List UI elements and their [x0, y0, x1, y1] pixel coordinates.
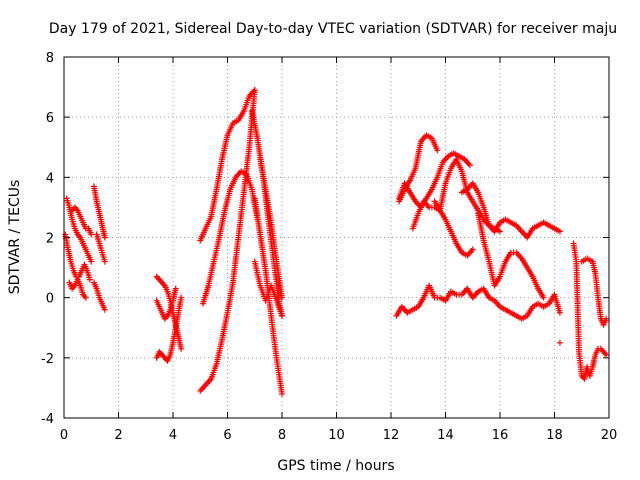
series-arc-5a	[570, 240, 610, 382]
series-arc-5b	[578, 255, 610, 328]
x-tick-label: 4	[169, 428, 177, 443]
data-point	[82, 294, 89, 301]
x-tick-label: 2	[114, 428, 122, 443]
x-tick-label: 14	[437, 428, 454, 443]
series-arc-4e	[458, 180, 563, 241]
data-point	[178, 345, 185, 352]
series-arc-3f	[251, 258, 285, 319]
x-tick-label: 0	[60, 428, 68, 443]
data-point	[251, 87, 258, 94]
data-point	[279, 390, 285, 397]
series-arc-1c	[69, 204, 95, 238]
data-point	[101, 306, 108, 313]
series-arc-3c	[199, 168, 261, 307]
series-arc-1a	[62, 231, 93, 283]
plot-frame	[63, 56, 610, 419]
grid	[64, 57, 609, 418]
data-point	[469, 246, 476, 253]
x-tick-label: 18	[546, 428, 563, 443]
series-arc-3a	[197, 87, 258, 394]
x-axis-label: GPS time / hours	[277, 458, 394, 474]
series-arc-3g	[257, 156, 285, 301]
x-tick-label: 16	[492, 428, 509, 443]
series-arc-2c	[153, 294, 185, 364]
data-point	[540, 294, 547, 301]
data-point	[101, 258, 108, 265]
data-point	[467, 162, 474, 169]
series-arc-3e	[251, 195, 285, 397]
data-point	[88, 258, 95, 265]
data-point	[434, 147, 441, 154]
data-point	[279, 294, 285, 301]
series-arc-4d	[431, 156, 503, 235]
data-points	[62, 87, 610, 397]
series-arc-4g	[393, 282, 493, 319]
y-tick-label: -4	[41, 412, 54, 427]
series-arc-4h	[486, 291, 563, 322]
y-tick-label: 8	[46, 51, 54, 66]
x-tick-label: 20	[601, 428, 618, 443]
x-tick-label: 8	[278, 428, 286, 443]
data-point	[101, 234, 108, 241]
y-tick-label: 4	[46, 171, 54, 186]
series-arc-2b	[153, 285, 179, 322]
y-tick-label: -2	[41, 352, 54, 367]
data-point	[556, 228, 563, 235]
axis-ticks: 0 2 4 6 8 10 12 14 16 18 20 -4 -2 0 2 4 6 8	[41, 51, 617, 443]
data-point	[86, 276, 93, 283]
data-point	[88, 231, 95, 238]
data-point	[279, 312, 285, 319]
series-arc-1g	[93, 231, 108, 265]
data-point	[172, 285, 179, 292]
series-arc-4f	[475, 210, 547, 301]
y-tick-label: 0	[46, 292, 54, 307]
series-arc-5c	[556, 339, 563, 346]
y-tick-label: 2	[46, 232, 54, 247]
series-arc-1e	[90, 183, 108, 241]
y-tick-label: 6	[46, 111, 54, 126]
series-arc-1b	[63, 195, 95, 265]
data-point	[178, 294, 185, 301]
data-point	[556, 309, 563, 316]
data-point	[603, 315, 610, 322]
series-arc-4b	[396, 150, 474, 211]
series-arc-3b	[197, 87, 258, 244]
y-axis-label: SDTVAR / TECUs	[7, 180, 23, 295]
data-point	[497, 228, 503, 235]
data-point	[556, 339, 563, 346]
data-point	[603, 351, 610, 358]
chart-title: Day 179 of 2021, Sidereal Day-to-day VTE…	[49, 21, 617, 37]
series-arc-1d	[66, 276, 89, 301]
x-tick-label: 10	[328, 428, 345, 443]
series-arc-1f	[90, 279, 108, 313]
x-tick-label: 6	[223, 428, 231, 443]
x-tick-label: 12	[383, 428, 400, 443]
series-arc-4c	[409, 198, 476, 259]
